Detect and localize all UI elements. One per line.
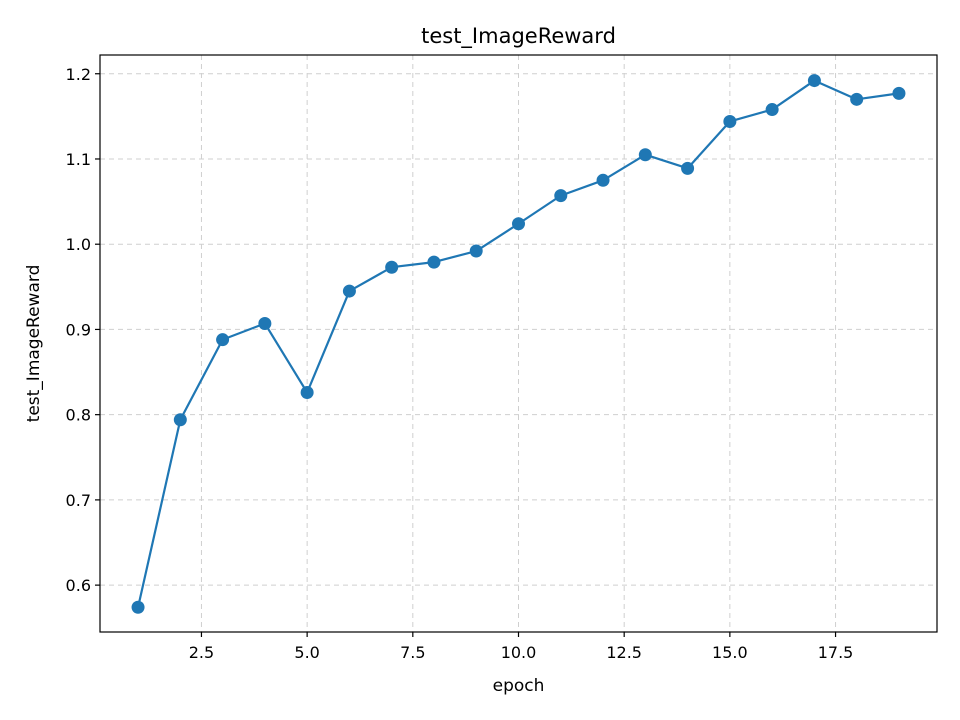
x-tick-label: 10.0 (501, 643, 537, 662)
chart-title: test_ImageReward (421, 24, 616, 49)
data-point (765, 103, 779, 117)
data-point (850, 92, 864, 106)
x-tick-label: 5.0 (294, 643, 319, 662)
data-point (807, 74, 821, 88)
data-point (131, 600, 145, 614)
y-tick-label: 1.1 (66, 150, 91, 169)
y-tick-label: 1.2 (66, 65, 91, 84)
data-point (512, 217, 525, 231)
y-tick-label: 0.7 (66, 491, 91, 510)
data-point (596, 173, 610, 187)
data-point (892, 86, 906, 100)
x-tick-label: 15.0 (712, 643, 748, 662)
data-point (427, 255, 441, 269)
data-point (173, 413, 187, 427)
data-point (342, 284, 356, 298)
data-point (385, 260, 399, 274)
series-layer (131, 74, 906, 614)
data-point (554, 189, 568, 203)
x-tick-label: 17.5 (818, 643, 854, 662)
data-point (681, 161, 695, 175)
x-tick-label: 2.5 (189, 643, 214, 662)
x-tick-label: 7.5 (400, 643, 425, 662)
data-point (723, 114, 737, 128)
data-point (258, 316, 272, 330)
data-point (638, 148, 652, 162)
x-tick-label: 12.5 (606, 643, 642, 662)
y-tick-label: 1.0 (66, 235, 91, 254)
y-axis: 0.6 0.7 0.8 0.9 1.0 1.1 1.2 (66, 65, 100, 595)
x-axis: 2.5 5.0 7.5 10.0 12.5 15.0 17.5 (189, 632, 854, 662)
y-tick-label: 0.9 (66, 320, 91, 339)
y-tick-label: 0.6 (66, 576, 91, 595)
data-point (469, 244, 483, 258)
x-axis-title: epoch (493, 676, 545, 696)
grid (100, 55, 937, 632)
data-point (216, 333, 230, 347)
y-tick-label: 0.8 (66, 406, 91, 425)
data-point (300, 386, 314, 400)
y-axis-title: test_ImageReward (24, 265, 44, 423)
